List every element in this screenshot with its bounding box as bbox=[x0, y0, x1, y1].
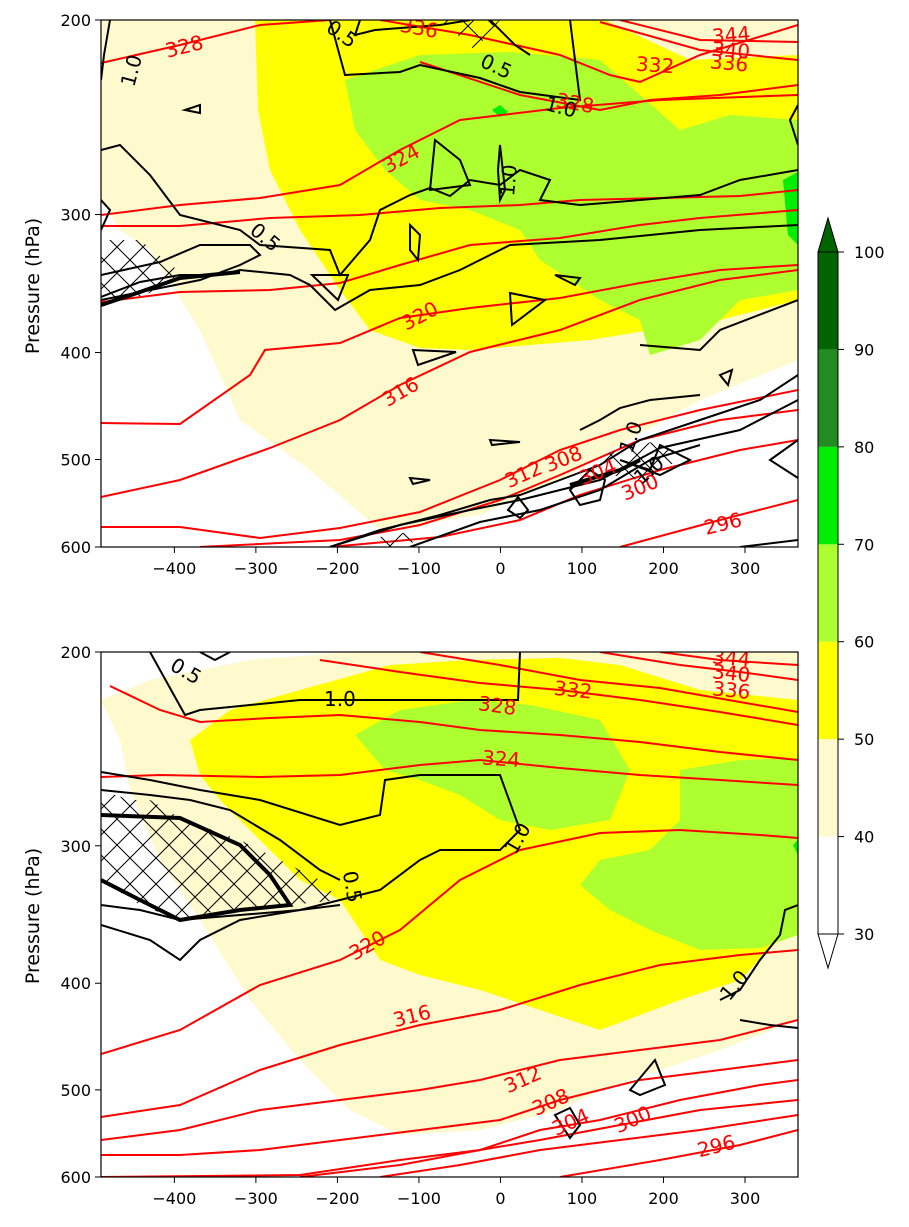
y-tick-label: 400 bbox=[60, 974, 91, 993]
colorbar-segment bbox=[818, 446, 838, 545]
y-tick-label: 200 bbox=[60, 11, 91, 30]
bottom-xticks: −400 −300 −200 −100 0 100 200 300 bbox=[152, 1177, 760, 1208]
top-pv-label: 1.0 bbox=[495, 163, 522, 197]
top-isentrope-label: 340 bbox=[711, 36, 751, 63]
x-tick-label: 300 bbox=[730, 559, 761, 578]
colorbar-segment bbox=[818, 836, 838, 934]
colorbar-tick-label: 80 bbox=[854, 438, 874, 457]
y-tick-label: 300 bbox=[60, 206, 91, 225]
x-tick-label: −400 bbox=[152, 559, 196, 578]
top-isentrope-label: 336 bbox=[398, 13, 440, 43]
top-xticks: −400 −300 −200 −100 0 100 200 300 bbox=[152, 547, 760, 578]
top-isentrope-label: 344 bbox=[711, 21, 751, 48]
x-tick-label: 300 bbox=[730, 1189, 761, 1208]
bottom-pv-thick bbox=[101, 813, 294, 923]
bottom-panel: 344 340 336 332 328 324 320 316 312 308 … bbox=[22, 643, 799, 1208]
colorbar-extend-min bbox=[817, 933, 839, 970]
colorbar-tick-label: 70 bbox=[854, 535, 874, 554]
bottom-fill-50-60 bbox=[190, 658, 798, 1030]
y-tick-label: 500 bbox=[60, 451, 91, 470]
colorbar: 30 40 50 60 70 80 90 100 bbox=[817, 216, 885, 970]
x-tick-label: 100 bbox=[567, 1189, 598, 1208]
top-yticks: 200 300 400 500 600 bbox=[60, 11, 101, 557]
top-pv-contours bbox=[101, 20, 798, 547]
bottom-axes-frame bbox=[100, 651, 799, 1178]
colorbar-segment bbox=[818, 252, 838, 350]
top-pv-thick bbox=[101, 270, 241, 307]
x-tick-label: −100 bbox=[397, 559, 441, 578]
top-hatch-region-2 bbox=[440, 20, 500, 50]
x-tick-label: 200 bbox=[648, 559, 679, 578]
x-tick-label: 200 bbox=[648, 1189, 679, 1208]
bottom-fill-60-70-b bbox=[580, 758, 798, 950]
bottom-fill-70-80 bbox=[793, 840, 798, 855]
x-tick-label: −200 bbox=[315, 559, 359, 578]
top-axes-frame bbox=[100, 19, 799, 548]
colorbar-segment bbox=[818, 544, 838, 642]
bottom-plot-area: 344 340 336 332 328 324 320 316 312 308 … bbox=[101, 644, 798, 1177]
colorbar-extend-max bbox=[817, 216, 839, 253]
bottom-yticks: 200 300 400 500 600 bbox=[60, 643, 101, 1187]
y-tick-label: 200 bbox=[60, 643, 91, 662]
y-tick-label: 500 bbox=[60, 1081, 91, 1100]
x-tick-label: 0 bbox=[495, 559, 505, 578]
colorbar-tick-label: 30 bbox=[854, 925, 874, 944]
colorbar-frame bbox=[817, 251, 839, 935]
x-tick-label: −200 bbox=[315, 1189, 359, 1208]
colorbar-tick-label: 90 bbox=[854, 340, 874, 359]
colorbar-tick-label: 40 bbox=[854, 828, 874, 847]
y-tick-label: 600 bbox=[60, 1168, 91, 1187]
bottom-isentropes bbox=[101, 652, 798, 1177]
bottom-fill-60-70-a bbox=[355, 700, 630, 830]
bottom-isentrope-label: 336 bbox=[711, 676, 751, 704]
bottom-isentrope-label: 340 bbox=[711, 659, 751, 687]
bottom-pv-label: 1.0 bbox=[324, 687, 356, 711]
colorbar-segment bbox=[818, 349, 838, 447]
x-tick-label: −300 bbox=[234, 1189, 278, 1208]
bottom-isentrope-label: 324 bbox=[481, 745, 521, 772]
bottom-isentrope-label: 332 bbox=[553, 676, 593, 704]
x-tick-label: 0 bbox=[495, 1189, 505, 1208]
x-tick-label: −300 bbox=[234, 559, 278, 578]
y-tick-label: 400 bbox=[60, 343, 91, 362]
bottom-isentrope-label: 328 bbox=[477, 691, 518, 720]
x-tick-label: −400 bbox=[152, 1189, 196, 1208]
colorbar-tick-label: 100 bbox=[854, 243, 885, 262]
top-hatch-region-4 bbox=[380, 530, 420, 547]
colorbar-segment bbox=[818, 641, 838, 740]
colorbar-tick-label: 60 bbox=[854, 633, 874, 652]
top-ylabel: Pressure (hPa) bbox=[22, 218, 44, 354]
colorbar-segment bbox=[818, 739, 838, 837]
x-tick-label: −100 bbox=[397, 1189, 441, 1208]
top-isentrope-label: 336 bbox=[709, 49, 749, 76]
bottom-ylabel: Pressure (hPa) bbox=[22, 848, 44, 984]
bottom-pv-label: 0.5 bbox=[338, 869, 367, 904]
y-tick-label: 300 bbox=[60, 837, 91, 856]
top-hatch-region-3 bbox=[600, 440, 680, 480]
top-isentrope-label: 332 bbox=[635, 52, 675, 79]
top-plot-area: 328 336 344 340 336 332 328 324 320 316 … bbox=[101, 13, 798, 547]
top-panel: 328 336 344 340 336 332 328 324 320 316 … bbox=[22, 11, 799, 578]
colorbar-tick-label: 50 bbox=[854, 730, 874, 749]
bottom-pv-contours bbox=[101, 652, 798, 1140]
y-tick-label: 600 bbox=[60, 538, 91, 557]
bottom-isentrope-label: 344 bbox=[711, 644, 751, 672]
x-tick-label: 100 bbox=[567, 559, 598, 578]
